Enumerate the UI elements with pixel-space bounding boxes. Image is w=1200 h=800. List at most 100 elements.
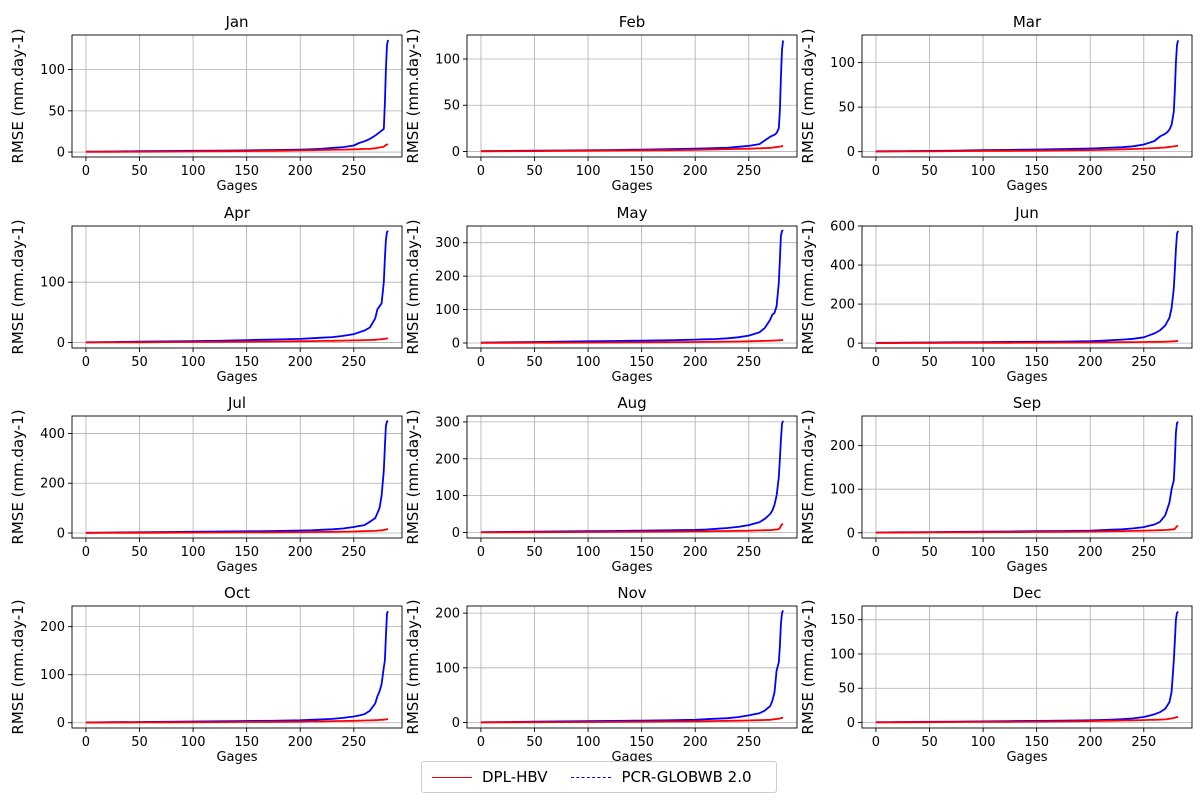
series-line-dpl-hbv xyxy=(875,524,1179,534)
y-tick-label: 0 xyxy=(57,716,65,731)
subplot-feb: 0 50 100 150 200 250 0 50 100 Feb Gages RMSE (mm.da… xyxy=(404,13,798,194)
series-line-dpl-hbv xyxy=(875,144,1179,153)
subplot-title: Oct xyxy=(224,584,250,602)
x-axis-label: Gages xyxy=(611,179,652,194)
subplot-title: Jun xyxy=(1014,204,1038,222)
x-tick-label: 200 xyxy=(288,164,313,179)
plot-area xyxy=(467,226,797,348)
series-line-dpl-hbv xyxy=(875,715,1179,724)
subplot-jan: 0 50 100 150 200 250 0 50 100 Jan Gages RMSE (mm.da… xyxy=(9,13,403,194)
x-axis-label: Gages xyxy=(1006,179,1047,194)
x-tick-label: 100 xyxy=(576,164,601,179)
legend-swatch-dpl-hbv xyxy=(432,776,472,778)
x-tick-label: 0 xyxy=(82,355,90,370)
x-tick-label: 50 xyxy=(921,545,938,560)
y-tick-label: 0 xyxy=(57,336,65,351)
y-tick-label: 0 xyxy=(847,145,855,160)
axes-frame xyxy=(71,34,403,158)
x-tick-label: 250 xyxy=(736,735,761,750)
y-tick-label: 600 xyxy=(830,220,855,235)
legend-item-pcr-globwb: PCR-GLOBWB 2.0 xyxy=(571,768,752,786)
y-tick-label: 100 xyxy=(435,303,460,318)
y-axis-label: RMSE (mm.day-1) xyxy=(9,409,27,544)
x-tick-label: 0 xyxy=(872,164,880,179)
x-tick-label: 100 xyxy=(181,164,206,179)
x-tick-label: 50 xyxy=(131,355,148,370)
subplot-may: 0 50 100 150 200 250 0 100 200 300 May Gages RMSE (m… xyxy=(404,204,798,385)
axes-frame xyxy=(71,225,403,349)
subplot-jul: 0 50 100 150 200 250 0 200 400 Jul Gages RMSE (mm.d… xyxy=(9,394,403,575)
series-line-dpl-hbv xyxy=(85,528,389,534)
plot-area xyxy=(72,226,402,348)
y-tick-label: 300 xyxy=(435,415,460,430)
axes-frame xyxy=(466,605,798,729)
x-tick-label: 50 xyxy=(921,355,938,370)
x-tick-label: 0 xyxy=(872,735,880,750)
series-line-dpl-hbv xyxy=(480,145,784,153)
x-tick-label: 0 xyxy=(82,735,90,750)
x-tick-label: 200 xyxy=(288,735,313,750)
y-axis-label: RMSE (mm.day-1) xyxy=(9,28,27,163)
subplot-title: Feb xyxy=(619,13,646,31)
x-tick-label: 0 xyxy=(477,355,485,370)
axes-frame xyxy=(466,415,798,539)
subplot-title: Dec xyxy=(1012,584,1041,602)
x-tick-label: 200 xyxy=(683,545,708,560)
x-tick-label: 0 xyxy=(872,545,880,560)
x-axis-label: Gages xyxy=(611,560,652,575)
x-axis-label: Gages xyxy=(216,179,257,194)
x-tick-label: 250 xyxy=(736,355,761,370)
x-tick-label: 0 xyxy=(477,164,485,179)
plot-area xyxy=(467,606,797,728)
subplot-mar: 0 50 100 150 200 250 0 50 100 Mar Gages RMSE (mm.da… xyxy=(799,13,1193,194)
x-tick-label: 150 xyxy=(234,545,259,560)
y-axis-label: RMSE (mm.day-1) xyxy=(404,599,422,734)
x-tick-label: 100 xyxy=(181,545,206,560)
y-tick-label: 400 xyxy=(40,427,65,442)
x-tick-label: 250 xyxy=(341,735,366,750)
x-tick-label: 100 xyxy=(576,355,601,370)
series-line-pcr-globwb xyxy=(85,230,389,344)
x-tick-label: 100 xyxy=(971,545,996,560)
legend-label-pcr-globwb: PCR-GLOBWB 2.0 xyxy=(621,768,752,786)
y-tick-label: 200 xyxy=(435,270,460,285)
y-tick-label: 100 xyxy=(830,56,855,71)
x-tick-label: 250 xyxy=(341,164,366,179)
x-tick-label: 150 xyxy=(234,164,259,179)
y-tick-label: 50 xyxy=(48,104,65,119)
subplot-title: May xyxy=(616,204,647,222)
y-axis-label: RMSE (mm.day-1) xyxy=(799,409,817,544)
y-axis-label: RMSE (mm.day-1) xyxy=(404,409,422,544)
x-tick-label: 100 xyxy=(576,545,601,560)
x-tick-label: 50 xyxy=(131,545,148,560)
axes-frame xyxy=(861,34,1193,158)
y-tick-label: 0 xyxy=(452,145,460,160)
y-tick-label: 100 xyxy=(40,63,65,78)
x-tick-label: 50 xyxy=(921,735,938,750)
y-tick-label: 200 xyxy=(435,452,460,467)
y-tick-label: 0 xyxy=(452,526,460,541)
plot-area xyxy=(72,606,402,728)
subplot-jun: 0 50 100 150 200 250 0 200 400 600 Jun Gages RMSE (m… xyxy=(799,204,1193,385)
x-tick-label: 200 xyxy=(683,164,708,179)
plot-area xyxy=(467,416,797,538)
plot-area xyxy=(862,226,1192,348)
plot-area xyxy=(862,416,1192,538)
subplot-apr: 0 50 100 150 200 250 0 100 Apr Gages RMSE (mm.day-… xyxy=(9,204,403,385)
x-tick-label: 50 xyxy=(526,545,543,560)
y-axis-label: RMSE (mm.day-1) xyxy=(799,219,817,354)
y-axis-label: RMSE (mm.day-1) xyxy=(9,219,27,354)
subplot-title: Jul xyxy=(227,394,246,412)
x-tick-label: 250 xyxy=(1131,355,1156,370)
x-tick-label: 0 xyxy=(82,545,90,560)
x-tick-label: 200 xyxy=(683,355,708,370)
x-tick-label: 150 xyxy=(1024,164,1049,179)
x-tick-label: 100 xyxy=(181,355,206,370)
x-tick-label: 200 xyxy=(288,545,313,560)
plot-area xyxy=(72,35,402,157)
subplot-title: Aug xyxy=(617,394,646,412)
x-tick-label: 0 xyxy=(82,164,90,179)
x-tick-label: 100 xyxy=(971,355,996,370)
plot-area xyxy=(862,606,1192,728)
